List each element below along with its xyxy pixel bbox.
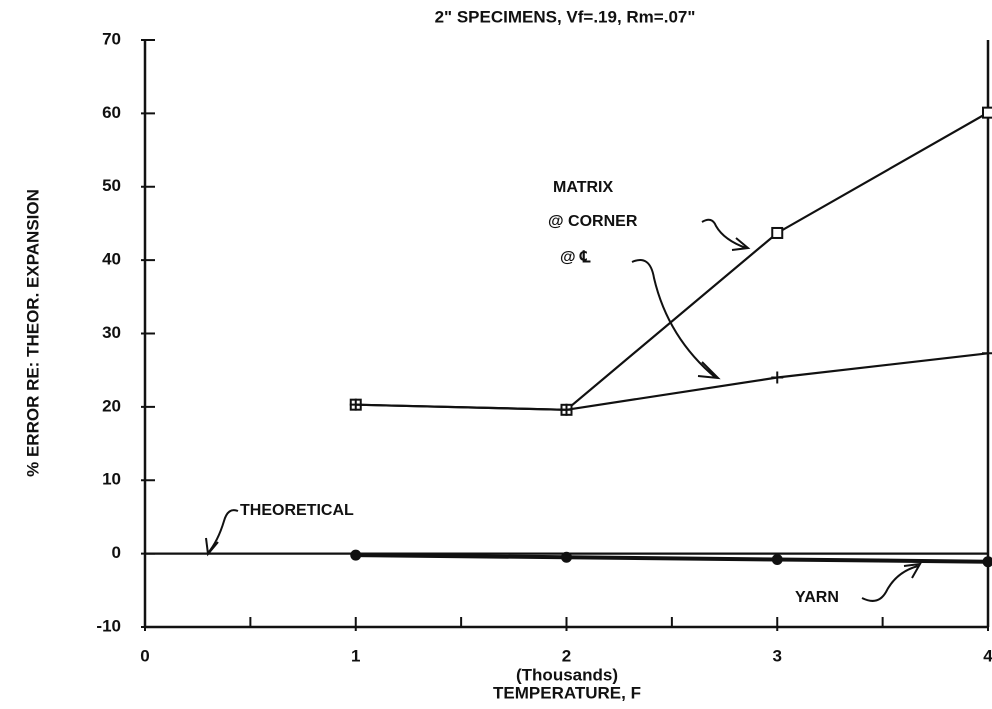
chart-title: 2" SPECIMENS, Vf=.19, Rm=.07" — [435, 7, 696, 26]
y-tick-label: 20 — [102, 396, 121, 415]
y-tick-label: 40 — [102, 250, 121, 269]
y-tick-label: 50 — [102, 176, 121, 195]
annotation: MATRIX — [553, 179, 613, 196]
marker — [982, 347, 992, 360]
x-tick-label: 2 — [562, 646, 571, 665]
x-tick-label: 1 — [351, 646, 360, 665]
annotation: @ ℄ — [560, 249, 591, 266]
marker — [982, 106, 992, 119]
marker — [350, 549, 362, 561]
marker — [771, 371, 784, 384]
x-axis-unit: (Thousands) — [516, 665, 618, 684]
y-tick-label: 10 — [102, 470, 121, 489]
arrow — [205, 509, 239, 557]
arrow — [861, 562, 922, 602]
y-tick-label: 30 — [102, 323, 121, 342]
y-tick-label: -10 — [96, 616, 121, 635]
y-tick-label: 0 — [112, 543, 121, 562]
annotation: YARN — [795, 589, 839, 606]
x-axis-label: TEMPERATURE, F — [493, 683, 641, 702]
series-line — [355, 352, 989, 411]
marker — [771, 553, 783, 565]
marker — [771, 226, 784, 239]
marker — [349, 398, 362, 411]
y-tick-label: 60 — [102, 103, 121, 122]
series-line — [355, 553, 989, 564]
arrow — [701, 218, 751, 251]
annotation: THEORETICAL — [240, 502, 354, 519]
y-tick-label: 70 — [102, 29, 121, 48]
annotation: @ CORNER — [548, 213, 638, 230]
x-tick-label: 0 — [140, 646, 149, 665]
arrow — [631, 259, 721, 380]
marker — [560, 403, 573, 416]
x-tick-label: 4 — [983, 646, 992, 665]
marker — [982, 556, 992, 568]
y-axis-label: % ERROR RE: THEOR. EXPANSION — [23, 189, 42, 477]
x-tick-label: 3 — [773, 646, 782, 665]
